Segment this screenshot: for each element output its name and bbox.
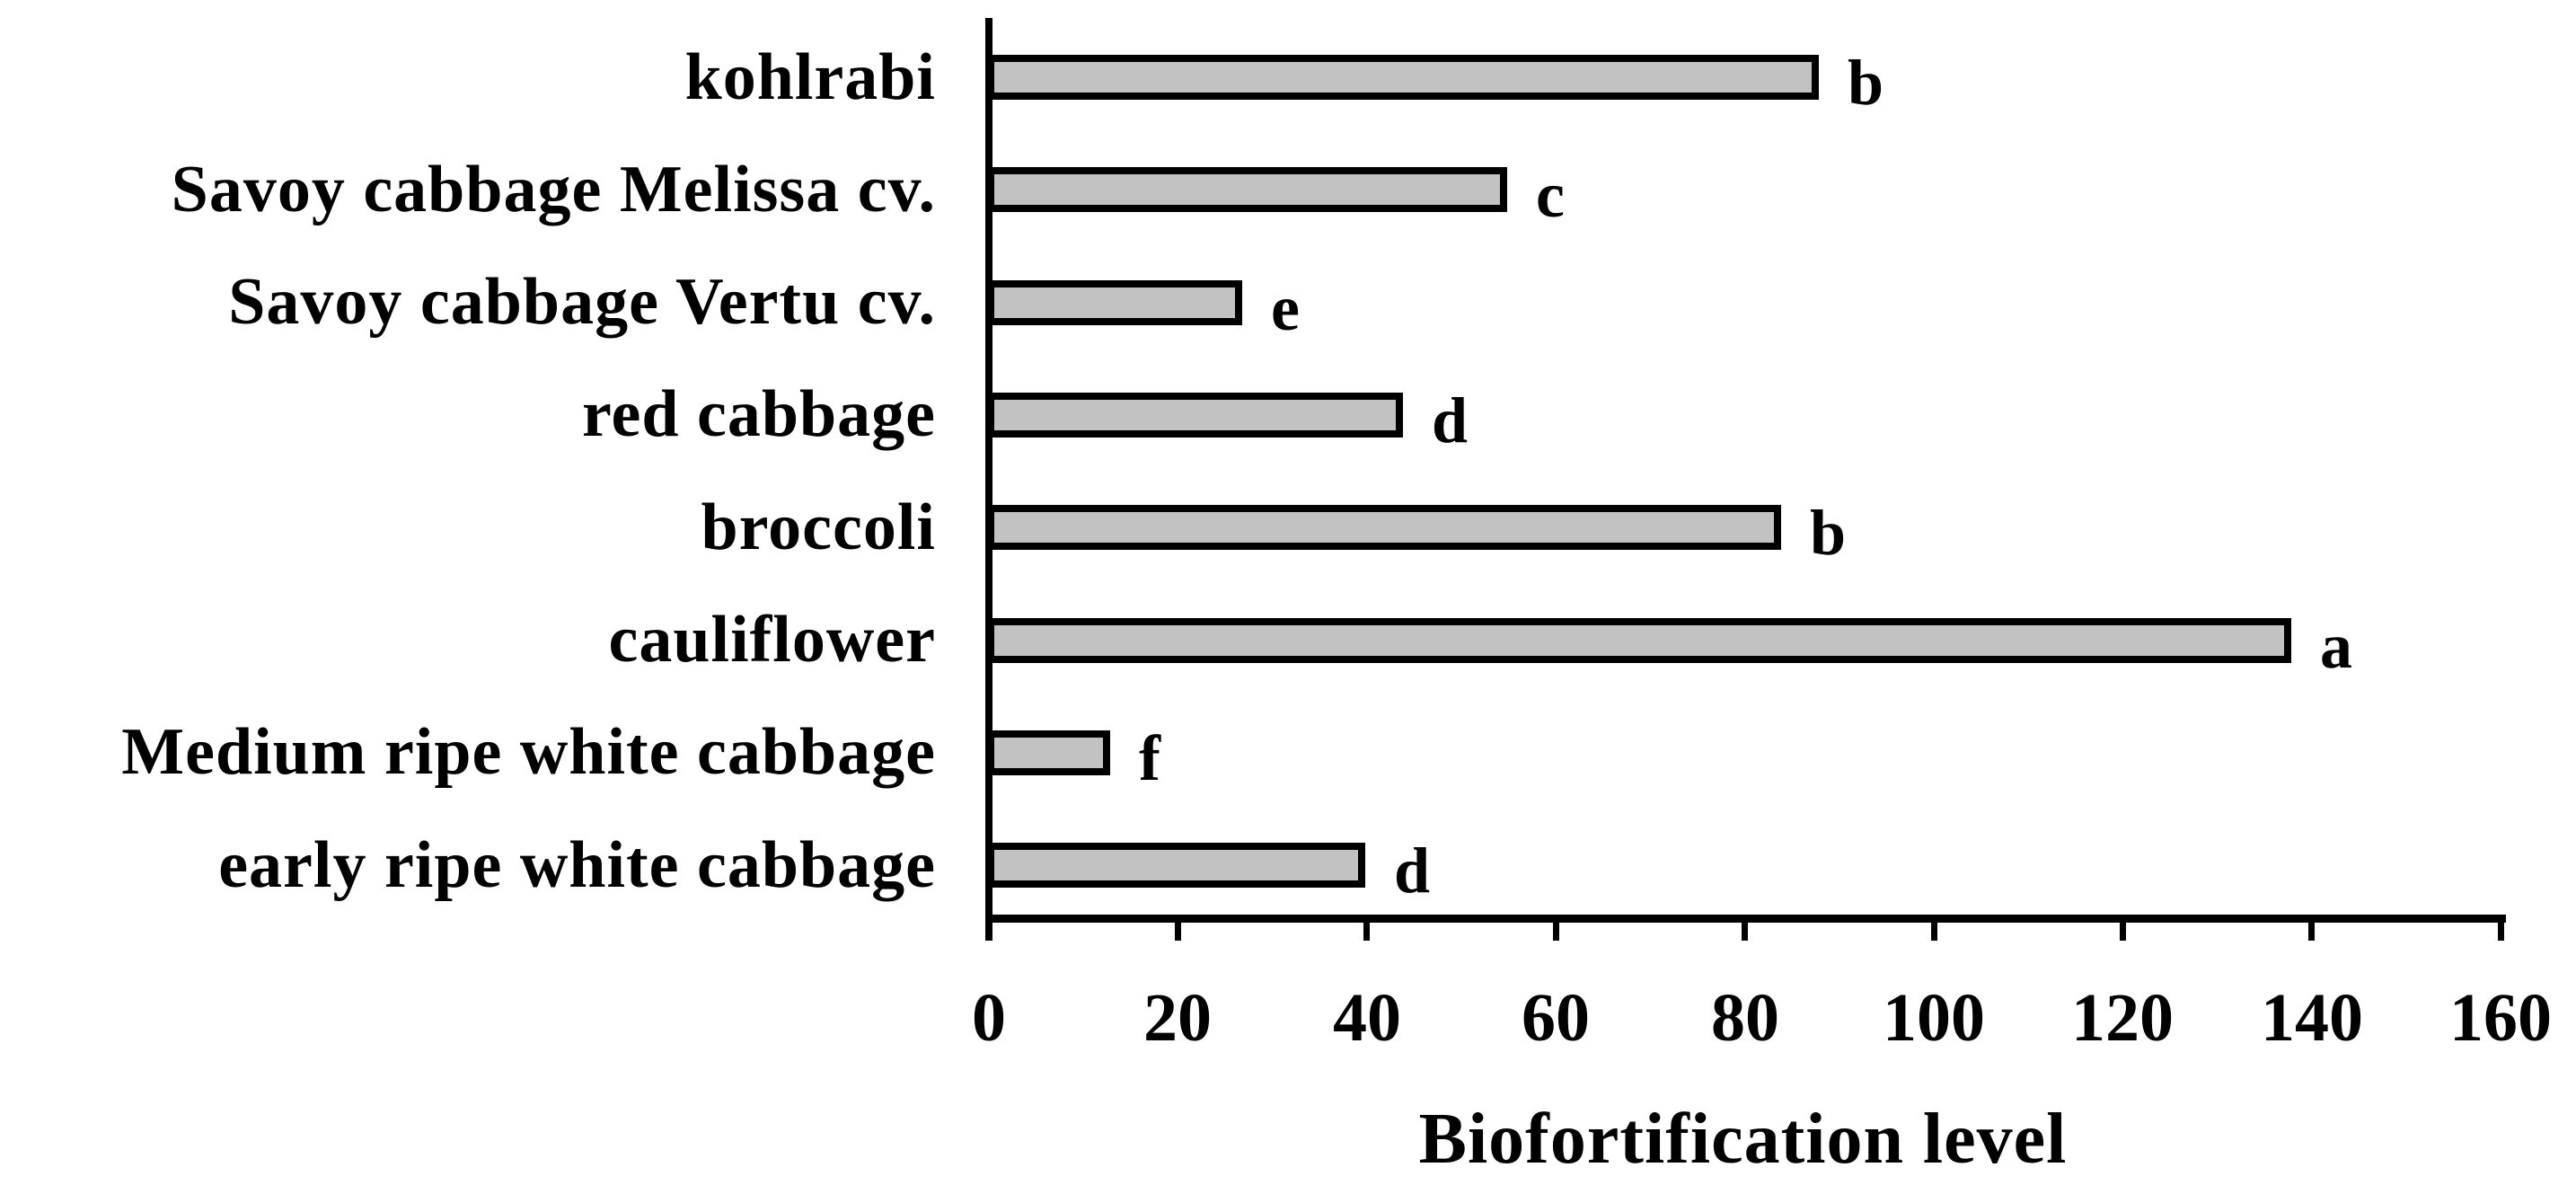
bar-early-ripe-white-cabbage xyxy=(987,843,1365,889)
bar-red-cabbage xyxy=(987,392,1403,438)
x-axis-tick-20 xyxy=(1175,923,1181,941)
significance-letter-savoy-cabbage-vertu-cv: e xyxy=(1271,271,1300,344)
x-axis-tick-label-140: 140 xyxy=(2261,980,2363,1056)
significance-letter-broccoli: b xyxy=(1810,497,1847,570)
significance-letter-kohlrabi: b xyxy=(1848,47,1884,119)
bar-broccoli xyxy=(987,505,1781,551)
x-axis-tick-label-160: 160 xyxy=(2449,980,2552,1056)
category-label-early-ripe-white-cabbage: early ripe white cabbage xyxy=(218,827,936,902)
category-label-red-cabbage: red cabbage xyxy=(581,377,936,452)
significance-letter-savoy-cabbage-melissa-cv: c xyxy=(1536,159,1565,232)
x-axis-title: Biofortification level xyxy=(1418,1100,2068,1179)
x-axis-tick-label-60: 60 xyxy=(1522,980,1590,1056)
x-axis-tick-label-100: 100 xyxy=(1883,980,1985,1056)
x-axis-tick-60 xyxy=(1553,923,1559,941)
significance-letter-medium-ripe-white-cabbage: f xyxy=(1139,721,1160,794)
x-axis-tick-40 xyxy=(1363,923,1370,941)
category-label-medium-ripe-white-cabbage: Medium ripe white cabbage xyxy=(121,715,936,790)
x-axis-tick-140 xyxy=(2308,923,2315,941)
category-label-savoy-cabbage-melissa-cv: Savoy cabbage Melissa cv. xyxy=(171,152,936,226)
x-axis-tick-label-0: 0 xyxy=(972,980,1006,1056)
x-axis-tick-label-80: 80 xyxy=(1711,980,1779,1056)
bar-savoy-cabbage-melissa-cv xyxy=(987,167,1507,213)
x-axis-tick-80 xyxy=(1742,923,1748,941)
significance-letter-cauliflower: a xyxy=(2320,609,2352,682)
category-label-cauliflower: cauliflower xyxy=(608,603,936,677)
y-axis-line xyxy=(985,18,992,941)
x-axis-line xyxy=(985,915,2506,923)
x-axis-tick-0 xyxy=(986,923,992,941)
bar-kohlrabi xyxy=(987,55,1819,100)
bar-savoy-cabbage-vertu-cv xyxy=(987,279,1242,325)
bar-cauliflower xyxy=(987,617,2291,663)
x-axis-tick-label-120: 120 xyxy=(2071,980,2174,1056)
x-axis-tick-160 xyxy=(2498,923,2504,941)
x-axis-tick-100 xyxy=(1931,923,1937,941)
x-axis-tick-120 xyxy=(2120,923,2126,941)
significance-letter-red-cabbage: d xyxy=(1432,384,1469,456)
x-axis-tick-label-20: 20 xyxy=(1143,980,1212,1056)
bar-medium-ripe-white-cabbage xyxy=(987,730,1110,775)
category-label-kohlrabi: kohlrabi xyxy=(684,40,936,114)
significance-letter-early-ripe-white-cabbage: d xyxy=(1394,835,1431,907)
x-axis-tick-label-40: 40 xyxy=(1333,980,1401,1056)
category-label-broccoli: broccoli xyxy=(701,490,936,564)
category-label-savoy-cabbage-vertu-cv: Savoy cabbage Vertu cv. xyxy=(228,265,936,340)
